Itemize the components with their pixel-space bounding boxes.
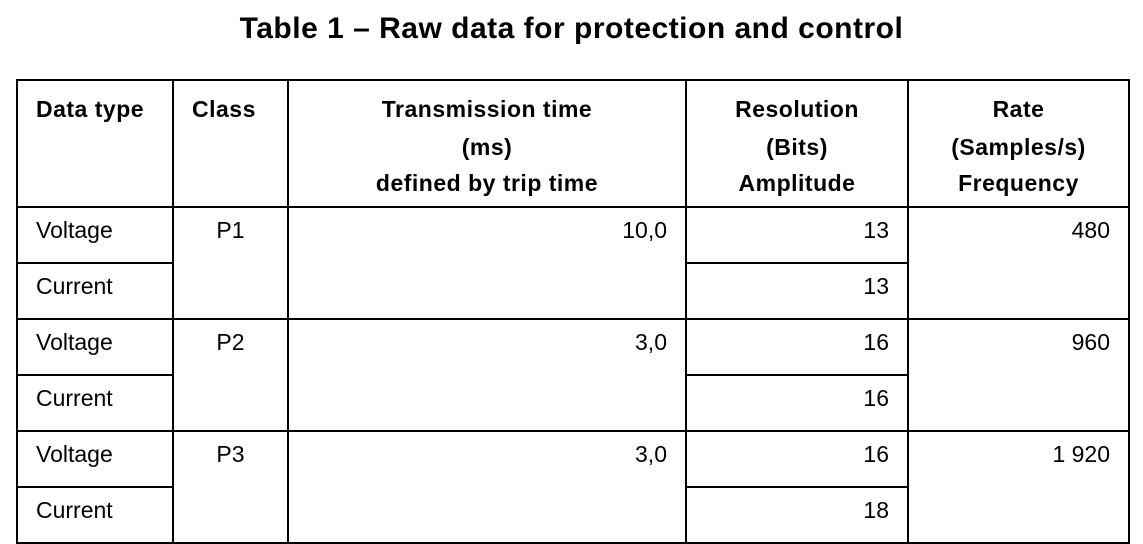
- table-row: Voltage P1 10,0 13 480: [16, 206, 1130, 320]
- cell-rate: 480: [907, 206, 1130, 320]
- header-rate-line1: Rate: [992, 96, 1045, 122]
- header-row: Data type Class Transmission time (ms) d…: [16, 79, 1130, 208]
- header-rate-line2: (Samples/s): [951, 134, 1086, 160]
- cell-transmission-time: 3,0: [287, 430, 687, 544]
- cell-class: P3: [172, 430, 289, 544]
- header-rate: Rate (Samples/s) Frequency: [907, 79, 1130, 208]
- header-transmission-line3: defined by trip time: [375, 170, 599, 196]
- cell-resolution: 18: [685, 486, 909, 544]
- cell-resolution: 13: [685, 262, 909, 320]
- header-resolution-line3: Amplitude: [738, 170, 856, 196]
- cell-class: P2: [172, 318, 289, 432]
- table-row: Current 13: [16, 262, 1129, 320]
- cell-rate: 1 920: [907, 430, 1130, 544]
- cell-transmission-time: 3,0: [287, 318, 687, 432]
- table-row: Current 16: [16, 374, 1129, 432]
- cell-class: P1: [172, 206, 289, 320]
- header-class: Class: [172, 79, 289, 208]
- cell-data-type: Current: [16, 374, 174, 432]
- cell-data-type: Voltage: [16, 318, 174, 376]
- cell-data-type: Current: [16, 486, 174, 544]
- cell-data-type: Voltage: [16, 430, 174, 488]
- table-row: Voltage P2 3,0 16 960: [16, 318, 1130, 432]
- cell-resolution: 16: [685, 374, 909, 432]
- cell-transmission-time: 10,0: [287, 206, 687, 320]
- header-transmission-time: Transmission time (ms) defined by trip t…: [287, 79, 687, 208]
- cell-resolution: 16: [685, 430, 909, 488]
- header-transmission-line1: Transmission time: [381, 96, 593, 122]
- header-data-type: Data type: [16, 79, 174, 208]
- cell-rate: 960: [907, 318, 1130, 432]
- header-resolution: Resolution (Bits) Amplitude: [685, 79, 909, 208]
- header-resolution-line2: (Bits): [766, 134, 828, 160]
- header-resolution-line1: Resolution: [735, 96, 859, 122]
- header-rate-line3: Frequency: [958, 170, 1079, 196]
- header-data-type-label: Data type: [36, 96, 145, 122]
- cell-resolution: 16: [685, 318, 909, 376]
- header-transmission-line2: (ms): [461, 134, 513, 160]
- table-title: Table 1 – Raw data for protection and co…: [239, 12, 904, 45]
- header-class-label: Class: [192, 96, 256, 122]
- table-row: Voltage P3 3,0 16 1 920: [16, 430, 1130, 544]
- cell-resolution: 13: [685, 206, 909, 264]
- cell-data-type: Voltage: [16, 206, 174, 264]
- cell-data-type: Current: [16, 262, 174, 320]
- raw-data-table: Data type Class Transmission time (ms) d…: [16, 79, 1130, 544]
